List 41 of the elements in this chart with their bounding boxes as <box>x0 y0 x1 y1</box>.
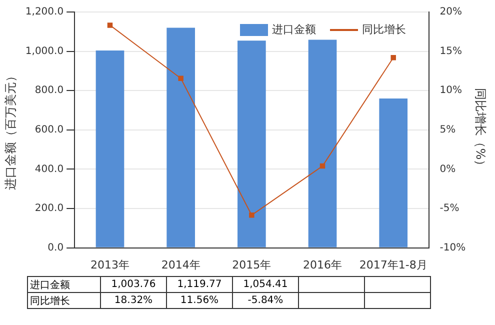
x-tick-label: 2013年 <box>90 258 130 272</box>
data-label: 1,054.41 <box>232 276 298 292</box>
bar <box>166 28 195 248</box>
y2-tick-label: 15% <box>440 46 462 57</box>
x-tick-label: 2017年1-8月 <box>359 258 428 272</box>
point <box>320 163 326 169</box>
x-tick-label: 2016年 <box>303 258 342 272</box>
y2-tick-label: -5% <box>440 203 460 214</box>
y2-tick-label: 10% <box>440 85 462 96</box>
legend-label: 同比增长 <box>361 22 406 37</box>
text: 进口金额 <box>30 280 70 290</box>
y-tick-label: 0.0 <box>48 242 64 254</box>
x-tick-label: 2014年 <box>161 258 200 272</box>
data-label: 11.56% <box>166 292 232 308</box>
legend-label: 进口金额 <box>271 22 316 37</box>
data-label: -5.84% <box>232 292 298 308</box>
point <box>249 212 254 218</box>
y-tick-label: 1,200.0 <box>25 6 64 18</box>
bar <box>96 50 124 248</box>
y-tick-label: 400.0 <box>34 164 64 175</box>
y-tick-label: 200.0 <box>34 203 64 214</box>
data-label: 18.32% <box>100 292 166 308</box>
y2-axis-title: 同比增长（%） <box>474 88 488 172</box>
y-tick-label: 800.0 <box>34 85 64 96</box>
point <box>107 22 113 28</box>
text: 同比增长 <box>30 296 70 306</box>
data-label: 1,119.77 <box>166 276 232 292</box>
y2-tick-label: 0% <box>440 164 456 175</box>
data-label: 1,003.76 <box>100 276 166 292</box>
y-tick-label: 1,000.0 <box>25 46 64 57</box>
point <box>390 54 396 60</box>
point <box>178 76 184 81</box>
y-tick-label: 600.0 <box>34 124 64 136</box>
y2-tick-label: -10% <box>440 242 466 254</box>
x-tick-label: 2015年 <box>232 258 272 272</box>
y2-tick-label: 20% <box>440 6 462 18</box>
bar <box>238 40 266 248</box>
y-axis-title: 进口金额（百万美元） <box>3 70 18 190</box>
bar <box>308 40 337 248</box>
bar <box>379 98 408 248</box>
y2-tick-label: 5% <box>440 124 456 136</box>
